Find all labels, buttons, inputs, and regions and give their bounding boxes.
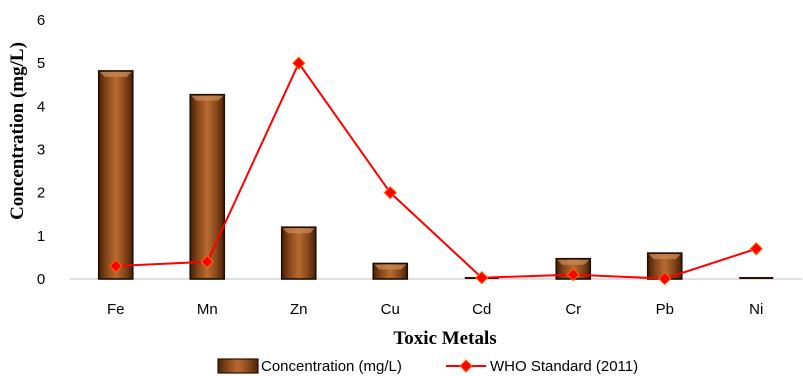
x-axis-title: Toxic Metals <box>393 328 496 349</box>
bar-bevel <box>557 259 590 265</box>
x-axis-ticks: Fe Mn Zn Cu Cd Cr Pb Ni <box>107 301 763 318</box>
legend-label-concentration: Concentration (mg/L) <box>261 358 402 375</box>
y-tick-label: 5 <box>37 55 45 72</box>
x-tick-label: Fe <box>107 301 125 318</box>
who-standard-marker <box>292 56 306 70</box>
who-standard-line <box>115 61 757 280</box>
x-tick-label: Pb <box>656 301 674 318</box>
legend-item-who: WHO Standard (2011) <box>446 358 638 375</box>
y-axis-title: Concentration (mg/L) <box>7 42 28 220</box>
line-series <box>109 56 763 286</box>
bar-bevel <box>648 254 681 260</box>
bar-bevel <box>374 264 407 270</box>
x-tick-label: Cd <box>472 301 491 318</box>
x-tick-label: Cu <box>381 301 400 318</box>
bar-bevel <box>282 228 315 234</box>
y-tick-label: 1 <box>37 228 45 245</box>
who-standard-marker <box>200 255 214 269</box>
y-axis-ticks: 0 1 2 3 4 5 6 <box>37 12 45 288</box>
legend-diamond-marker <box>459 359 473 373</box>
y-tick-label: 2 <box>37 185 45 202</box>
y-tick-label: 4 <box>37 98 45 115</box>
bar <box>189 93 226 280</box>
y-tick-label: 0 <box>37 271 45 288</box>
bar <box>97 70 134 280</box>
x-tick-label: Ni <box>749 301 763 318</box>
who-standard-marker <box>749 242 763 256</box>
x-tick-label: Mn <box>197 301 218 318</box>
y-tick-label: 6 <box>37 12 45 29</box>
bar <box>739 277 774 279</box>
legend-item-concentration: Concentration (mg/L) <box>217 358 402 375</box>
who-standard-marker <box>566 267 580 282</box>
y-tick-label: 3 <box>37 142 45 159</box>
bar <box>280 226 317 280</box>
legend: Concentration (mg/L) WHO Standard (2011) <box>217 358 638 375</box>
who-standard-marker <box>475 270 489 285</box>
bar-bevel <box>191 95 224 101</box>
bar-bevel <box>99 71 132 77</box>
legend-label-who: WHO Standard (2011) <box>490 358 638 375</box>
x-tick-label: Zn <box>290 301 308 318</box>
who-standard-marker <box>109 259 123 273</box>
who-standard-marker <box>383 185 397 200</box>
legend-bar-swatch <box>217 358 259 374</box>
who-standard-marker <box>658 271 672 286</box>
x-tick-label: Cr <box>565 301 581 318</box>
bar-series <box>97 70 774 280</box>
